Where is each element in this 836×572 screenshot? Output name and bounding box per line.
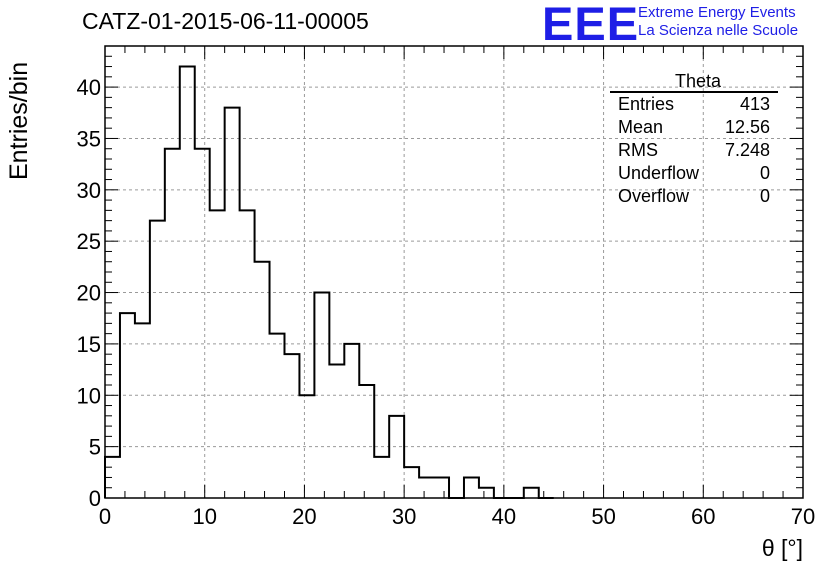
- y-tick-label: 0: [89, 486, 101, 511]
- stats-label: Mean: [618, 117, 664, 137]
- stats-value: 413: [739, 94, 770, 114]
- histogram-bin: [344, 344, 359, 498]
- stats-row: Overflow 0: [610, 185, 778, 208]
- stats-row: Entries 413: [610, 93, 778, 116]
- histogram-bin: [359, 385, 374, 498]
- y-tick-label: 10: [77, 383, 101, 408]
- stats-value: 12.56: [724, 117, 770, 137]
- stats-label: Overflow: [618, 186, 690, 206]
- histogram-bin: [524, 488, 539, 498]
- logo-text: Extreme Energy Events La Scienza nelle S…: [638, 4, 798, 40]
- stats-label: Underflow: [618, 163, 700, 183]
- histogram-bin: [240, 210, 255, 498]
- y-tick-label: 15: [77, 332, 101, 357]
- stats-row: RMS 7.248: [610, 139, 778, 162]
- histogram-bin: [434, 477, 449, 498]
- histogram-outline: [104, 65, 554, 499]
- stats-value: 0: [759, 186, 770, 206]
- y-axis-label: Entries/bin: [5, 61, 33, 180]
- y-tick-label: 25: [77, 229, 101, 254]
- eee-logo: EEE: [542, 0, 640, 50]
- stats-title: Theta: [610, 71, 778, 93]
- histogram-bin: [270, 334, 285, 498]
- x-tick-label: 50: [591, 504, 615, 529]
- y-tick-label: 20: [77, 281, 101, 306]
- histogram-bin: [225, 108, 240, 498]
- histogram-bin: [464, 477, 479, 498]
- histogram-bin: [195, 149, 210, 498]
- histogram-bin: [150, 221, 165, 498]
- histogram-bin: [329, 364, 344, 498]
- histogram-bin: [284, 354, 299, 498]
- y-tick-label: 5: [89, 435, 101, 460]
- histogram-series: [104, 65, 554, 499]
- x-tick-label: 40: [492, 504, 516, 529]
- histogram-bin: [404, 467, 419, 498]
- x-tick-label: 0: [99, 504, 111, 529]
- y-tick-label: 30: [77, 178, 101, 203]
- histogram-bin: [210, 210, 225, 498]
- x-tick-label: 60: [691, 504, 715, 529]
- logo-line-1: Extreme Energy Events: [638, 4, 796, 21]
- stats-label: Entries: [618, 94, 675, 114]
- x-tick-label: 30: [392, 504, 416, 529]
- stats-value: 0: [759, 163, 770, 183]
- stats-label: RMS: [618, 140, 658, 160]
- histogram-bin: [479, 488, 494, 498]
- y-tick-label: 40: [77, 75, 101, 100]
- histogram-bin: [389, 416, 404, 498]
- stats-row: Underflow 0: [610, 162, 778, 185]
- histogram-bin: [120, 313, 135, 498]
- histogram-bin: [419, 477, 434, 498]
- stats-row: Mean 12.56: [610, 116, 778, 139]
- tick-labels: 0 10 20 30 40 50 60 70 0 5 10 15 20 25 30 35 40: [77, 75, 816, 529]
- y-tick-label: 35: [77, 126, 101, 151]
- histogram-bin: [165, 149, 180, 498]
- axes-frame: [104, 45, 804, 499]
- histogram-bin: [374, 457, 389, 498]
- logo-line-2: La Scienza nelle Scuole: [638, 22, 799, 39]
- x-tick-label: 20: [292, 504, 316, 529]
- x-tick-label: 70: [791, 504, 815, 529]
- histogram-bin: [299, 395, 314, 498]
- stats-box: Theta Entries 413 Mean 12.56 RMS 7.248 Unde…: [610, 71, 778, 208]
- histogram-bin: [255, 262, 270, 498]
- histogram-bin: [180, 67, 195, 498]
- x-tick-label: 10: [192, 504, 216, 529]
- grid-lines: [105, 46, 803, 498]
- x-axis-label: θ [°]: [761, 535, 803, 561]
- chart-title: CATZ-01-2015-06-11-00005: [82, 8, 369, 34]
- stats-value: 7.248: [724, 140, 770, 160]
- histogram-bin: [135, 323, 150, 498]
